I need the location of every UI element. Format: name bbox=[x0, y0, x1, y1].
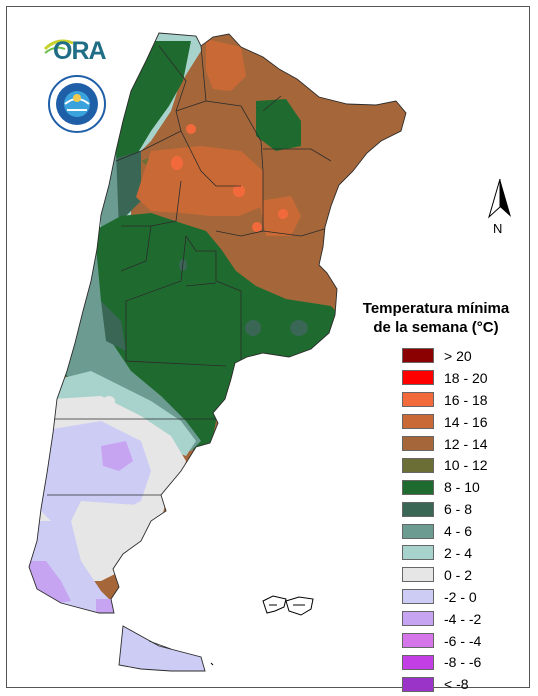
legend-item: 18 - 20 bbox=[402, 367, 532, 389]
legend-swatch bbox=[402, 457, 434, 473]
legend-swatch bbox=[402, 479, 434, 495]
legend-swatch bbox=[402, 414, 434, 430]
legend-label: 6 - 8 bbox=[444, 501, 473, 518]
legend-swatch bbox=[402, 501, 434, 517]
legend-swatch bbox=[402, 392, 434, 408]
legend-item: -6 - -4 bbox=[402, 630, 532, 652]
legend-label: -4 - -2 bbox=[444, 610, 482, 627]
legend-item: 6 - 8 bbox=[402, 498, 532, 520]
legend-item: 10 - 12 bbox=[402, 454, 532, 476]
legend-swatch bbox=[402, 567, 434, 583]
legend-item: 12 - 14 bbox=[402, 433, 532, 455]
legend-label: -6 - -4 bbox=[444, 632, 482, 649]
legend-swatch bbox=[402, 436, 434, 451]
legend-label: -8 - -6 bbox=[444, 654, 482, 671]
legend-swatch bbox=[402, 545, 434, 561]
legend-item: -8 - -6 bbox=[402, 651, 532, 673]
tierra-del-fuego bbox=[119, 626, 205, 671]
legend-label: 12 - 14 bbox=[444, 435, 488, 452]
legend-item: 14 - 16 bbox=[402, 411, 532, 433]
legend-item: 2 - 4 bbox=[402, 542, 532, 564]
legend: Temperatura mínima de la semana (°C) > 2… bbox=[352, 299, 532, 695]
north-arrow: N bbox=[485, 177, 515, 239]
legend-item: < -8 bbox=[402, 673, 532, 695]
legend-label: 0 - 2 bbox=[444, 566, 473, 583]
legend-label: -2 - 0 bbox=[444, 588, 477, 605]
temperature-map bbox=[28, 32, 407, 672]
legend-title: Temperatura mínima de la semana (°C) bbox=[352, 299, 532, 337]
legend-swatch bbox=[402, 611, 434, 627]
legend-label: 10 - 12 bbox=[444, 457, 488, 474]
malvinas-islands bbox=[262, 595, 314, 616]
legend-label: 8 - 10 bbox=[444, 479, 480, 496]
legend-item: -4 - -2 bbox=[402, 608, 532, 630]
legend-item: -2 - 0 bbox=[402, 586, 532, 608]
legend-swatch bbox=[402, 589, 434, 605]
ora-logo-text: ORA bbox=[53, 37, 107, 65]
legend-title-line2: de la semana (°C) bbox=[373, 319, 499, 336]
legend-swatch bbox=[402, 633, 434, 649]
legend-item: 16 - 18 bbox=[402, 389, 532, 411]
legend-item: 8 - 10 bbox=[402, 476, 532, 498]
legend-list: > 20 18 - 20 16 - 18 14 - 16 12 - 14 10 - 12 8… bbox=[402, 345, 532, 695]
north-arrow-icon bbox=[488, 178, 511, 219]
legend-label: 16 - 18 bbox=[444, 391, 488, 408]
legend-swatch bbox=[402, 348, 434, 364]
legend-item: > 20 bbox=[402, 345, 532, 367]
legend-label: > 20 bbox=[444, 347, 472, 364]
legend-label: 2 - 4 bbox=[444, 544, 473, 561]
north-label: N bbox=[493, 221, 503, 236]
legend-label: 4 - 6 bbox=[444, 523, 473, 540]
legend-item: 0 - 2 bbox=[402, 564, 532, 586]
legend-label: 18 - 20 bbox=[444, 369, 488, 386]
map-frame: ORA N Temperatura mínima de la semana (°… bbox=[6, 6, 530, 692]
legend-swatch bbox=[402, 370, 434, 386]
legend-swatch bbox=[402, 676, 434, 692]
legend-title-line1: Temperatura mínima bbox=[362, 300, 510, 317]
legend-label: < -8 bbox=[444, 676, 469, 693]
smn-seal-icon bbox=[47, 74, 107, 134]
ora-logo: ORA bbox=[43, 35, 113, 69]
legend-label: 14 - 16 bbox=[444, 413, 488, 430]
legend-swatch bbox=[402, 523, 434, 539]
legend-swatch bbox=[402, 654, 434, 670]
legend-item: 4 - 6 bbox=[402, 520, 532, 542]
